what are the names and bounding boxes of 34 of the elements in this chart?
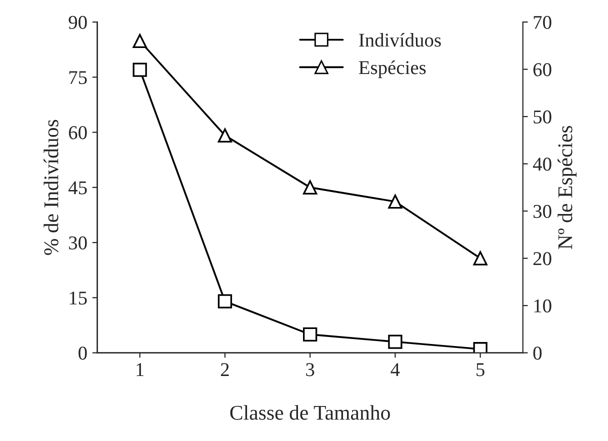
legend-label: Espécies: [358, 60, 426, 78]
x-tick-label: 1: [136, 363, 144, 376]
y2-tick-label: 50: [534, 110, 552, 124]
y2-tick-label: 30: [534, 204, 552, 218]
y-axis-title: % de Indivíduos: [44, 120, 58, 255]
x-tick-label: 2: [220, 363, 229, 376]
y-tick-label: 60: [68, 126, 87, 140]
point: [388, 194, 402, 209]
x-tick-label: 5: [476, 363, 484, 376]
point: [388, 334, 402, 349]
point: [302, 327, 318, 342]
x-tick-label: 4: [390, 363, 400, 376]
y2-axis-title: Nº de Espécies: [558, 126, 577, 250]
point: [218, 128, 232, 143]
point: [132, 34, 147, 48]
legend-label: Indivíduos: [359, 33, 441, 47]
point: [302, 180, 318, 195]
y-tick-label: 90: [68, 16, 87, 29]
y2-tick-label: 60: [533, 63, 552, 76]
x-tick-label: 3: [306, 363, 314, 376]
x-axis-title: Classe de Tamanho: [230, 405, 390, 420]
point: [132, 62, 147, 77]
y2-tick-label: 20: [533, 252, 552, 266]
y2-tick-label: 40: [532, 158, 552, 171]
point: [473, 251, 488, 266]
y-tick-label: 15: [70, 292, 87, 305]
point: [218, 294, 232, 308]
y2-tick-label: 10: [534, 299, 552, 312]
y-tick-label: 75: [69, 71, 87, 84]
y2-tick-label: 70: [534, 16, 552, 29]
y2-tick-label: 0: [533, 346, 542, 360]
y-tick-label: 45: [68, 181, 87, 194]
y-tick-label: 30: [69, 236, 87, 250]
y-tick-label: 0: [78, 346, 87, 360]
